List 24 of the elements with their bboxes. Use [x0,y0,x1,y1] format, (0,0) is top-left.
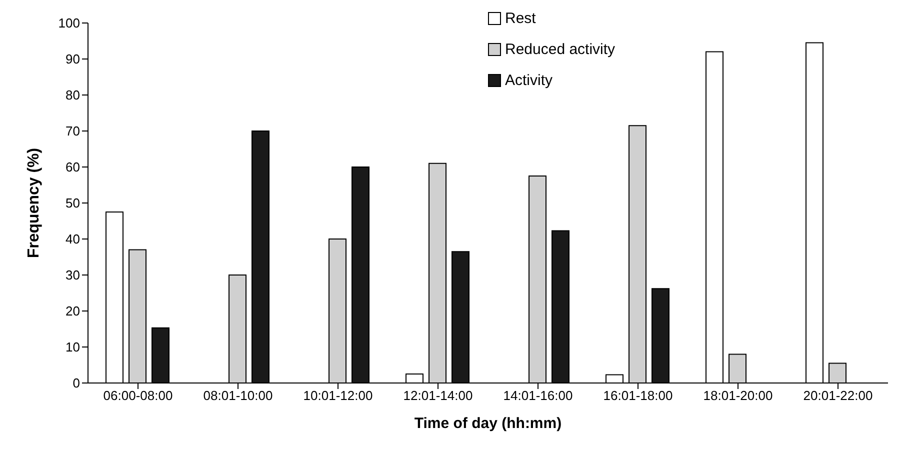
y-tick-label: 60 [66,160,80,175]
y-axis-title: Frequency (%) [26,148,43,258]
x-tick-label: 16:01-18:00 [603,388,673,404]
y-tick-label: 70 [66,124,80,139]
y-tick-label: 100 [58,16,80,31]
y-tick-label: 80 [66,88,80,103]
legend-label: Reduced activity [505,41,616,58]
x-tick-label: 08:01-10:00 [203,388,273,404]
x-tick-label: 12:01-14:00 [403,388,473,404]
x-tick-label: 20:01-22:00 [803,388,873,404]
x-tick-label: 14:01-16:00 [503,388,573,404]
y-tick-label: 40 [66,232,80,247]
y-tick-label: 30 [66,268,80,283]
y-tick-label: 90 [66,52,80,67]
x-tick-label: 06:00-08:00 [103,388,173,404]
x-tick-label: 10:01-12:00 [303,388,373,404]
y-tick-label: 20 [66,304,80,319]
legend-label: Activity [505,72,553,89]
legend-label: Rest [505,10,536,27]
y-tick-label: 0 [72,376,80,391]
x-axis-title: Time of day (hh:mm) [414,415,562,432]
x-tick-label: 18:01-20:00 [703,388,773,404]
y-tick-label: 10 [66,340,80,355]
y-tick-label: 50 [66,196,80,211]
